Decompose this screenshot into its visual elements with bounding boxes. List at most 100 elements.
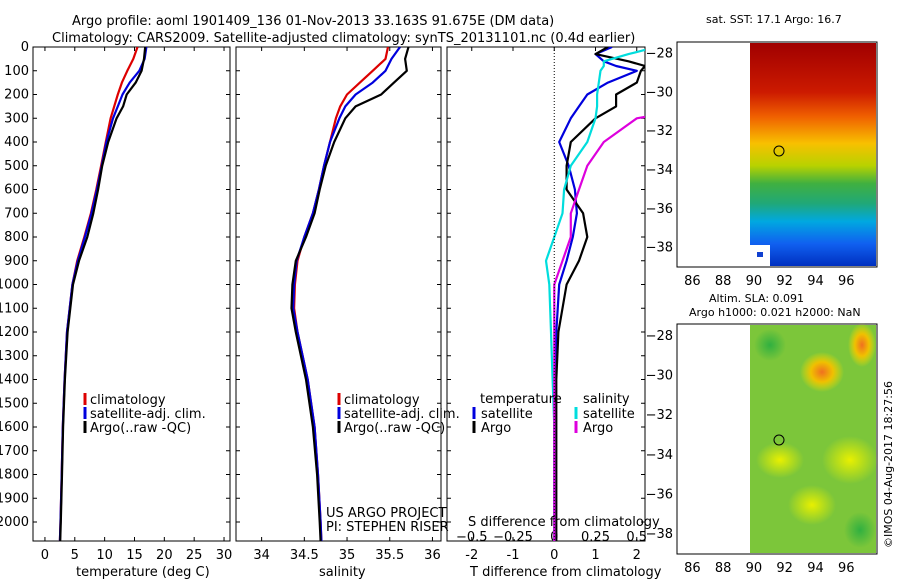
map-x-tick-label: 96 [838,561,855,576]
legend-label-climatology: climatology [90,393,166,408]
difference-legend: temperature salinity satellite Argo sate… [472,392,635,436]
map-x-tick-label: 90 [746,274,763,289]
map-x-tick-label: 96 [838,274,855,289]
sst-coast-pixel [757,252,763,257]
temperature-legend: climatology satellite-adj. clim. Argo(..… [83,393,206,436]
y-tick-label: 900 [4,254,29,269]
project-annotation: US ARGO PROJECT [326,506,446,521]
sla-blob [848,323,876,367]
map-y-tick-label: −28 [646,329,673,344]
legend-label-satellite: satellite-adj. clim. [344,407,460,422]
y-tick-label: 1200 [0,325,29,340]
legend-header-salinity: salinity [583,392,630,407]
map-x-tick-label: 88 [715,561,732,576]
y-tick-label: 700 [4,206,29,221]
y-tick-label: 1900 [0,491,29,506]
y-tick-label: 100 [4,64,29,79]
map-x-tick-label: 86 [684,561,701,576]
x-tick-label: 15 [126,548,143,563]
x-tick-label: -1 [507,548,520,563]
y-tick-label: 1700 [0,444,29,459]
x-top-tick-label: −0.25 [493,530,533,545]
legend-label-climatology: climatology [344,393,420,408]
x-tick-label: 20 [156,548,173,563]
y-tick-label: 300 [4,111,29,126]
x-top-tick-label: 0.5 [626,530,647,545]
sla-blob [788,485,836,525]
map-y-tick-label: −34 [646,163,673,178]
legend-label-s-argo: Argo [583,421,613,436]
map-x-tick-label: 92 [776,274,793,289]
map-y-tick-label: −32 [646,408,673,423]
map-y-tick-label: −30 [646,85,673,100]
map-x-tick-label: 88 [715,274,732,289]
x-tick-label: 25 [186,548,203,563]
title-line-1: Argo profile: aoml 1901409_136 01-Nov-20… [72,14,554,29]
y-tick-label: 1400 [0,373,29,388]
y-tick-label: 0 [21,40,29,55]
series-line-s-argo [553,115,645,541]
salinity-legend: climatology satellite-adj. clim. Argo(..… [337,393,460,436]
sla-blob [754,329,786,361]
x-tick-label: 10 [96,548,113,563]
map-y-tick-label: −34 [646,448,673,463]
map-y-tick-label: −38 [646,241,673,256]
temperature-panel [32,46,231,542]
map-y-tick-label: −38 [646,527,673,542]
series-line-argo-raw-qc- [290,47,410,541]
legend-label-argo: Argo(..raw -QC) [344,421,445,436]
x-tick-label: -2 [465,548,478,563]
y-tick-label: 500 [4,159,29,174]
map-x-tick-label: 94 [807,561,824,576]
legend-header-temperature: temperature [480,392,562,407]
y-tick-label: 200 [4,88,29,103]
y-tick-label: 1000 [0,278,29,293]
map-y-tick-label: −30 [646,369,673,384]
legend-label-s-satellite: satellite [583,407,635,422]
difference-series-group [544,47,645,541]
map-x-tick-label: 90 [746,561,763,576]
series-line-satellite-adj-clim- [292,47,401,541]
sst-argo-marker [773,145,785,157]
sla-field [750,323,878,553]
y-tick-label: 400 [4,135,29,150]
y-tick-label: 600 [4,183,29,198]
map-y-tick-label: −36 [646,488,673,503]
x-top-tick-label: 0.25 [581,530,610,545]
x-top-tick-label: −0.5 [456,530,488,545]
sla-blob [822,436,878,484]
title-line-2: Climatology: CARS2009. Satellite-adjuste… [52,31,635,46]
difference-top-xlabel: S difference from climatology [468,515,660,530]
y-tick-label: 1100 [0,301,29,316]
pi-annotation: PI: STEPHEN RISER [326,520,449,535]
temperature-xlabel: temperature (deg C) [76,565,210,580]
map-x-tick-label: 92 [776,561,793,576]
difference-panel [446,46,646,542]
x-tick-label: 34 [253,548,270,563]
map-y-tick-label: −36 [646,202,673,217]
x-tick-label: 35 [339,548,356,563]
y-tick-label: 1500 [0,396,29,411]
sla-blob [756,442,804,478]
series-line-s-satellite [544,48,645,541]
temperature-series-group [58,47,148,541]
sla-argo-marker [773,434,785,446]
salinity-series-group [290,47,410,541]
sst-heatmap [750,43,876,266]
series-line-argo-raw-qc- [59,47,147,541]
difference-xlabel: T difference from climatology [469,565,662,580]
salinity-panel [235,46,442,542]
map-y-tick-label: −28 [646,47,673,62]
map-x-tick-label: 86 [684,274,701,289]
legend-label-argo: Argo(..raw -QC) [90,421,191,436]
x-tick-label: 0 [41,548,49,563]
x-tick-label: 34.5 [290,548,319,563]
sst-map-title: sat. SST: 17.1 Argo: 16.7 [706,13,842,26]
salinity-xlabel: salinity [319,565,366,580]
y-tick-label: 1600 [0,420,29,435]
y-tick-label: 800 [4,230,29,245]
y-tick-label: 1800 [0,468,29,483]
x-tick-label: 35.5 [375,548,404,563]
x-tick-label: 36 [424,548,441,563]
